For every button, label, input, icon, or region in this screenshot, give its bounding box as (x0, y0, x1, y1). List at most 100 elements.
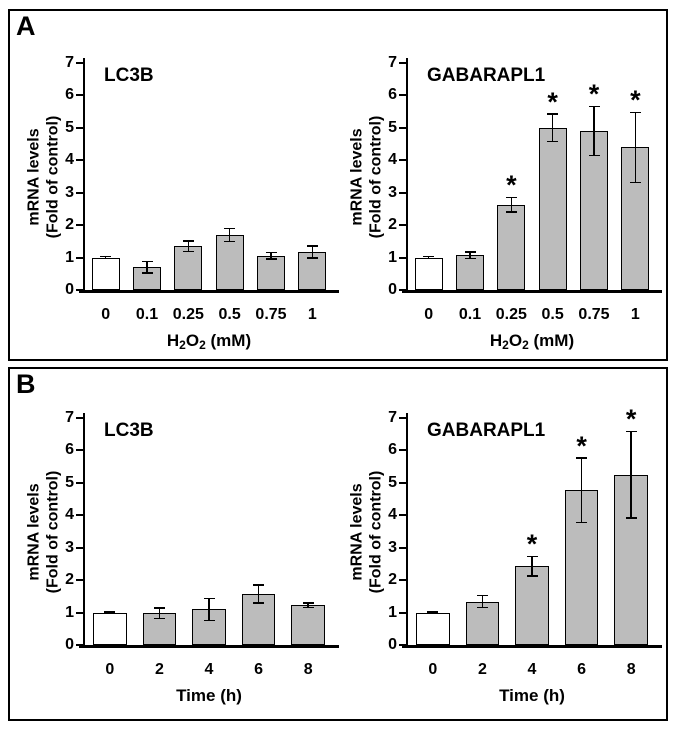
x-tick-label: 8 (626, 661, 636, 678)
y-tick-label: 1 (388, 248, 397, 266)
chart-title: LC3B (104, 65, 154, 86)
error-bar (580, 457, 583, 523)
bar (538, 127, 567, 290)
error-bar-cap (476, 594, 488, 597)
bar (497, 204, 526, 290)
error-bar (551, 114, 554, 142)
y-tick (76, 417, 83, 419)
error-bar-cap (100, 257, 112, 260)
x-tick-label: 4 (527, 661, 537, 678)
y-axis (83, 413, 85, 645)
bar (256, 255, 286, 290)
error-bar-cap (427, 612, 439, 614)
x-axis-label: Time (h) (499, 686, 565, 705)
y-tick-label: 2 (65, 216, 74, 234)
x-axis (402, 645, 662, 648)
x-tick-label: 0 (105, 661, 115, 678)
y-tick-label: 0 (65, 636, 74, 653)
error-bar-cap (302, 606, 314, 609)
x-tick-label: 0.75 (255, 306, 287, 323)
chart-gabarapl1-right: mRNA levels (Fold of control) 0 1 2 3 4 5 6 7 GABA… (333, 369, 669, 719)
error-bar-cap (182, 240, 194, 242)
x-axis-label: Time (h) (176, 686, 242, 705)
y-tick-label: 6 (65, 86, 74, 104)
y-tick-label: 5 (65, 118, 74, 136)
error-bar-cap (526, 575, 538, 577)
error-bar (228, 228, 231, 242)
error-bar (311, 245, 314, 259)
x-tick-label: 0.1 (458, 306, 482, 323)
y-tick (76, 191, 83, 194)
y-tick-label: 3 (65, 538, 74, 556)
x-tick-label: 0.5 (218, 306, 241, 323)
y-tick (76, 224, 83, 227)
y-tick-label: 6 (65, 441, 74, 459)
x-tick-label: 6 (577, 661, 587, 678)
y-tick-label: 7 (65, 54, 74, 71)
y-tick-label: 5 (388, 118, 397, 136)
y-tick (76, 546, 83, 549)
y-tick (76, 62, 83, 64)
error-bar (307, 603, 309, 608)
error-bar-cap (265, 258, 277, 260)
error-bar (146, 261, 148, 274)
error-bar-cap (224, 227, 236, 230)
panel-b: B mRNA levels (Fold of control) 0 1 2 3 4 5 6 7 LC… (8, 367, 668, 721)
error-bar-cap (576, 457, 588, 459)
error-bar (187, 241, 190, 252)
x-tick-label: 0 (424, 306, 434, 323)
y-tick (399, 579, 406, 582)
x-tick-label: 0.25 (172, 306, 204, 323)
error-bar-cap (153, 607, 165, 609)
y-tick (399, 191, 406, 194)
error-bar-cap (625, 430, 637, 433)
error-bar-cap (224, 240, 236, 243)
error-bar-cap (588, 105, 600, 108)
y-tick (76, 159, 83, 162)
x-tick-label: 1 (630, 306, 640, 323)
significance-asterisk: * (588, 79, 600, 110)
error-bar-cap (203, 619, 215, 622)
y-tick-label: 0 (388, 281, 397, 298)
bar (455, 255, 485, 290)
error-bar-cap (104, 611, 116, 613)
y-tick-label: 7 (388, 409, 397, 426)
y-tick (76, 256, 83, 259)
y-tick-label: 7 (388, 54, 397, 71)
significance-asterisk: * (625, 404, 637, 435)
x-tick-label: 1 (307, 306, 317, 323)
y-axis (406, 58, 408, 290)
y-tick-label: 5 (388, 473, 397, 491)
error-bar (510, 197, 513, 213)
error-bar-cap (306, 257, 318, 259)
y-tick-label: 3 (388, 183, 397, 201)
error-bar-cap (505, 196, 517, 198)
bar (414, 257, 443, 290)
y-tick-label: 2 (65, 571, 74, 589)
significance-asterisk: * (576, 430, 587, 461)
panel-a: A mRNA levels (Fold of control) 0 1 2 3 4 5 6 7 LC… (8, 9, 668, 361)
significance-asterisk: * (630, 85, 641, 116)
y-tick (399, 94, 406, 97)
y-tick-label: 1 (388, 603, 397, 621)
error-bar-cap (253, 584, 265, 586)
panel-label: A (16, 11, 36, 41)
error-bar-cap (464, 257, 476, 260)
x-tick-label: 8 (303, 661, 313, 678)
y-tick-label: 7 (65, 409, 74, 426)
chart-lc3b-left: mRNA levels (Fold of control) 0 1 2 3 4 5 6 7 LC3B… (10, 11, 346, 359)
y-tick-label: 2 (388, 571, 397, 589)
chart-gabarapl1-right: mRNA levels (Fold of control) 0 1 2 3 4 5 6 7 GABA… (333, 11, 669, 359)
y-tick-label: 3 (65, 183, 74, 201)
error-bar-cap (588, 154, 600, 157)
bar (215, 234, 244, 290)
y-tick (399, 126, 406, 129)
error-bar-cap (629, 111, 641, 114)
y-tick (76, 94, 83, 97)
bar (291, 605, 326, 645)
y-tick-label: 4 (388, 151, 397, 169)
error-bar-cap (153, 617, 165, 620)
x-tick-label: 6 (254, 661, 264, 678)
y-tick (76, 579, 83, 582)
x-tick-label: 0.75 (578, 306, 610, 323)
